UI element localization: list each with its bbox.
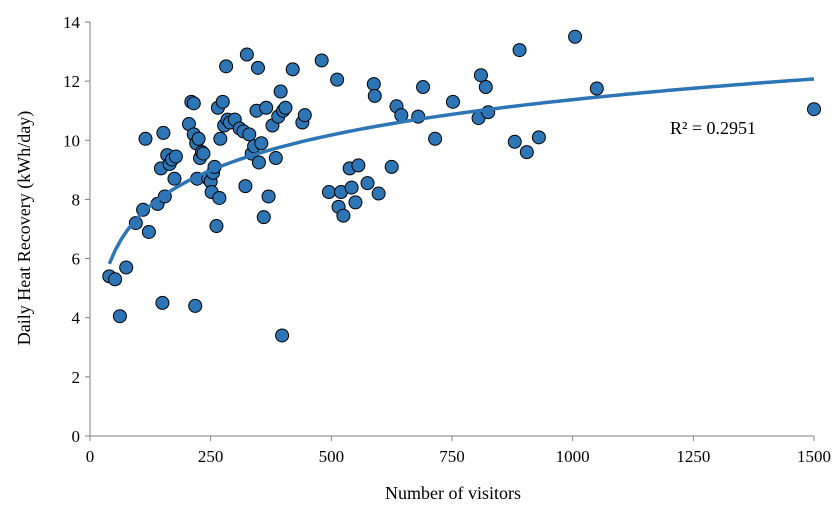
y-tick-label: 8 <box>72 190 81 209</box>
x-tick-label: 500 <box>319 447 345 466</box>
data-point <box>188 298 203 313</box>
data-point <box>268 151 283 166</box>
data-point <box>254 136 269 151</box>
data-point <box>416 80 431 95</box>
y-tick-label: 2 <box>72 368 81 387</box>
data-point <box>589 81 604 96</box>
data-point <box>238 179 253 194</box>
data-point <box>512 43 527 58</box>
y-tick-label: 10 <box>63 131 80 150</box>
data-point <box>360 176 375 191</box>
data-point <box>259 100 274 115</box>
y-tick-label: 12 <box>63 72 80 91</box>
y-axis-title: Daily Heat Recovery (kWh/day) <box>14 111 35 345</box>
data-point <box>186 96 201 111</box>
data-point <box>478 80 493 95</box>
data-point <box>344 180 359 195</box>
data-point <box>191 131 206 146</box>
data-point <box>215 94 230 109</box>
data-point <box>519 145 534 160</box>
data-point <box>155 295 170 310</box>
data-point <box>256 210 271 225</box>
data-point <box>108 272 123 287</box>
data-point <box>167 171 182 186</box>
data-point <box>273 84 288 99</box>
x-tick-label: 1500 <box>797 447 831 466</box>
data-point <box>141 224 156 239</box>
x-tick-label: 750 <box>439 447 465 466</box>
y-tick-label: 0 <box>72 427 81 446</box>
r-squared-label: R² = 0.2951 <box>670 118 756 138</box>
data-point <box>136 202 151 217</box>
data-point <box>507 134 522 149</box>
data-point <box>445 94 460 109</box>
data-point <box>321 185 336 200</box>
data-point <box>367 88 382 103</box>
data-point <box>219 59 234 74</box>
data-point <box>261 189 276 204</box>
data-point <box>314 53 329 68</box>
data-point <box>213 131 228 146</box>
data-point <box>196 146 211 161</box>
x-tick-label: 1250 <box>676 447 710 466</box>
x-tick-label: 0 <box>86 447 95 466</box>
data-point <box>297 108 312 123</box>
y-tick-label: 6 <box>72 250 81 269</box>
data-point <box>371 186 386 201</box>
data-point <box>428 131 443 146</box>
x-tick-label: 250 <box>198 447 224 466</box>
data-point <box>212 190 227 205</box>
data-point <box>168 149 183 164</box>
data-point <box>348 195 363 210</box>
data-point <box>384 159 399 174</box>
data-point <box>138 131 153 146</box>
data-point <box>366 77 381 92</box>
axes <box>89 22 814 437</box>
data-point <box>278 100 293 115</box>
y-tick-label: 4 <box>72 309 81 328</box>
data-point <box>473 68 488 83</box>
data-point <box>351 158 366 173</box>
y-tick-label: 14 <box>63 13 81 32</box>
data-point <box>242 127 257 142</box>
data-points <box>102 29 821 343</box>
x-tick-labels: 0 250 500 750 1000 1250 1500 <box>86 436 831 466</box>
data-point <box>568 29 583 44</box>
trendline <box>107 77 815 265</box>
data-point <box>250 60 265 75</box>
x-tick-label: 1000 <box>556 447 590 466</box>
data-point <box>156 125 171 140</box>
data-point <box>119 260 134 275</box>
data-point <box>336 208 351 223</box>
x-axis-title: Number of visitors <box>385 483 521 503</box>
data-point <box>285 62 300 77</box>
data-point <box>275 328 290 343</box>
data-point <box>330 72 345 87</box>
data-point <box>531 130 546 145</box>
data-point <box>112 309 127 324</box>
data-point <box>251 155 266 170</box>
y-tick-labels: 0 2 4 6 8 10 12 14 <box>63 13 90 446</box>
data-point <box>209 219 224 234</box>
data-point <box>239 47 254 62</box>
data-point <box>807 102 821 117</box>
